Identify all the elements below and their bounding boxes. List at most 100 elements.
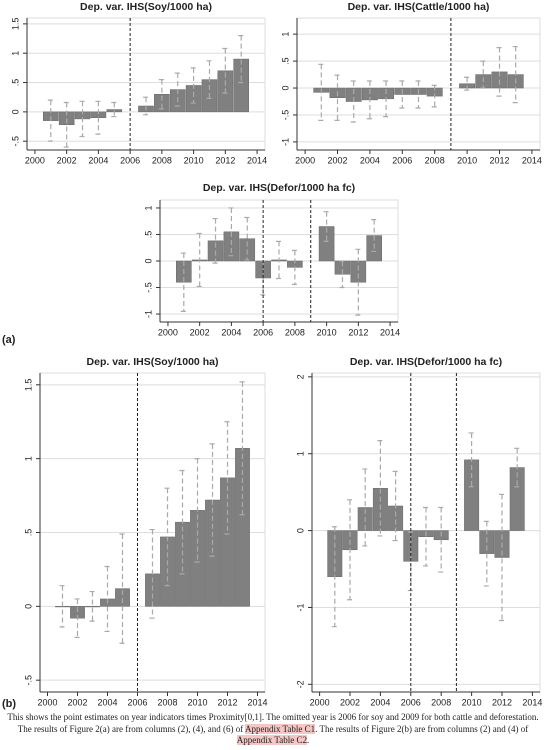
error-bar — [431, 84, 438, 108]
y-tick-label: 0 — [10, 109, 20, 114]
caption-text: This shows the point estimates on year i… — [7, 712, 539, 734]
y-tick-label: -.5 — [23, 675, 33, 686]
y-tick-label: 0 — [280, 86, 290, 91]
error-bar — [228, 207, 235, 257]
caption-text: . The results of Figure 2(b) are from co… — [315, 723, 529, 734]
error-bar — [212, 217, 219, 264]
y-tick-label: -.5 — [143, 282, 153, 293]
error-bar — [499, 493, 505, 622]
x-tick-label: 2004 — [97, 697, 117, 707]
x-tick-label: 2006 — [392, 155, 412, 165]
error-bar — [350, 80, 357, 123]
y-tick-label: -1 — [280, 138, 290, 146]
x-tick-label: 2010 — [462, 697, 482, 707]
error-bar — [468, 432, 475, 488]
error-bar — [206, 60, 213, 99]
x-tick-label: 2002 — [340, 697, 360, 707]
error-bar — [47, 99, 54, 142]
bar — [185, 85, 202, 113]
error-bar — [276, 240, 282, 280]
x-tick-label: 2014 — [522, 155, 542, 165]
x-tick-label: 2012 — [215, 155, 235, 165]
error-bar — [104, 565, 111, 633]
x-tick-label: 2006 — [401, 697, 421, 707]
error-bar — [323, 211, 330, 242]
y-tick-label: 1.5 — [10, 18, 20, 31]
error-bar — [339, 260, 346, 289]
chart-title: Dep. var. IHS(Cattle/1000 ha) — [348, 1, 490, 13]
error-bar — [355, 248, 362, 316]
error-bar — [143, 96, 149, 116]
x-tick-label: 2008 — [285, 327, 305, 337]
x-tick-label: 2004 — [88, 155, 108, 165]
x-tick-label: 2014 — [247, 155, 267, 165]
error-bar — [480, 60, 487, 89]
error-bar — [415, 80, 422, 109]
caption-link[interactable]: Appendix Table C2 — [236, 735, 307, 745]
error-bar — [95, 100, 102, 135]
x-tick-label: 2002 — [67, 697, 87, 707]
chart-title: Dep. var. IHS(Soy/1000 ha) — [87, 356, 219, 368]
x-tick-label: 2000 — [158, 327, 178, 337]
y-tick-label: 1 — [23, 456, 33, 461]
x-tick-label: 2000 — [310, 697, 330, 707]
x-tick-label: 2000 — [25, 155, 45, 165]
error-bar — [180, 252, 187, 312]
y-tick-label: .5 — [143, 231, 153, 239]
x-tick-label: 2004 — [221, 327, 241, 337]
error-bar — [392, 470, 399, 542]
bar — [464, 459, 480, 531]
error-bar — [512, 45, 519, 104]
caption-link[interactable]: Appendix Table C1 — [244, 723, 316, 734]
y-tick-label: -1 — [143, 310, 153, 318]
y-tick-label: 0 — [295, 528, 305, 533]
error-bar — [239, 381, 246, 516]
error-bar — [483, 520, 490, 587]
x-tick-label: 2006 — [127, 697, 147, 707]
x-tick-label: 2004 — [370, 697, 390, 707]
bar — [223, 231, 240, 262]
error-bar — [222, 47, 229, 94]
error-bar — [119, 533, 126, 644]
error-bar — [194, 458, 201, 563]
y-tick-label: -.5 — [280, 110, 290, 121]
x-tick-label: 2014 — [380, 327, 400, 337]
y-tick-label: 1 — [143, 205, 153, 210]
caption-text: . — [306, 735, 310, 745]
error-bar — [496, 47, 503, 97]
y-tick-label: -.5 — [10, 136, 20, 147]
x-tick-label: 2002 — [190, 327, 210, 337]
x-tick-label: 2010 — [317, 327, 337, 337]
error-bar — [238, 35, 245, 84]
panel-label: (b) — [2, 698, 16, 710]
x-tick-label: 2006 — [120, 155, 140, 165]
chart-title: Dep. var. IHS(Soy/1000 ha) — [80, 1, 212, 13]
x-tick-label: 2002 — [57, 155, 77, 165]
error-bar — [514, 447, 521, 488]
error-bar — [347, 499, 353, 601]
error-bar — [209, 443, 216, 557]
chart-title: Dep. var. IHS(Defor/1000 ha fc) — [350, 356, 502, 368]
x-tick-label: 2008 — [157, 697, 177, 707]
x-tick-label: 2010 — [187, 697, 207, 707]
x-tick-label: 2008 — [431, 697, 451, 707]
error-bar — [196, 232, 203, 288]
x-tick-label: 2000 — [295, 155, 315, 165]
x-tick-label: 2000 — [37, 697, 57, 707]
x-tick-label: 2008 — [152, 155, 172, 165]
y-tick-label: .5 — [280, 57, 290, 65]
error-bar — [438, 506, 445, 573]
error-bar — [59, 585, 66, 628]
error-bar — [149, 528, 156, 619]
error-bar — [423, 506, 429, 567]
error-bar — [158, 79, 165, 110]
bar — [318, 226, 335, 262]
error-bar — [291, 249, 298, 285]
error-bar — [399, 80, 406, 109]
x-tick-label: 2010 — [457, 155, 477, 165]
error-bar — [377, 440, 384, 537]
error-bar — [362, 468, 369, 547]
x-tick-label: 2014 — [247, 697, 267, 707]
x-tick-label: 2008 — [425, 155, 445, 165]
